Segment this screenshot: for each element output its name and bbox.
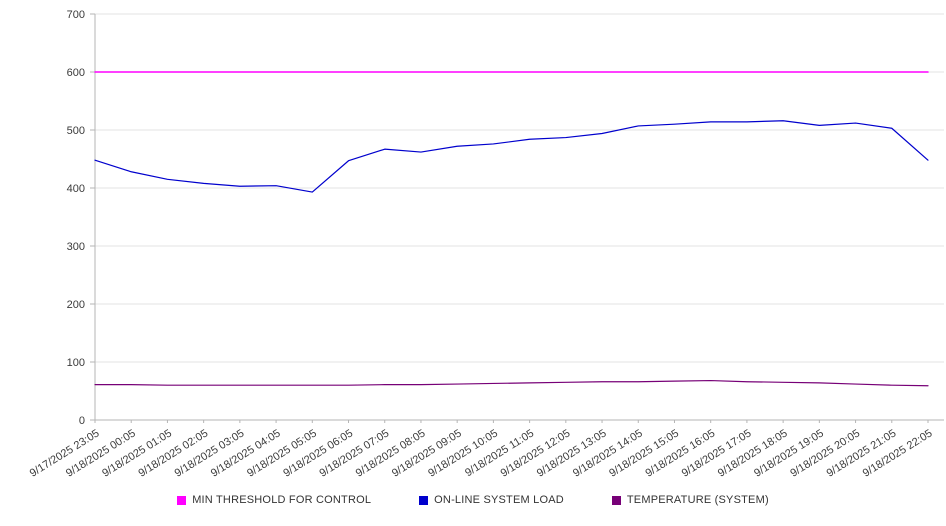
series-line-temperature-system-: [94, 379, 929, 387]
y-axis-label: 700: [67, 9, 85, 21]
y-axis-label: 400: [67, 183, 85, 195]
legend-item-min-threshold-for-control[interactable]: MIN THRESHOLD FOR CONTROL: [177, 494, 371, 506]
y-axis-label: 300: [67, 241, 85, 253]
y-axis-label: 100: [67, 357, 85, 369]
legend-label-min-threshold-for-control: MIN THRESHOLD FOR CONTROL: [192, 494, 372, 506]
legend-swatch-on-line-system-load: [419, 495, 429, 505]
y-axis-label: 500: [67, 125, 85, 137]
legend-label-on-line-system-load: ON-LINE SYSTEM LOAD: [434, 494, 564, 506]
chart-legend: MIN THRESHOLD FOR CONTROL ON-LINE SYSTEM …: [0, 486, 946, 514]
y-axis-label: 600: [67, 67, 85, 79]
legend-item-on-line-system-load[interactable]: ON-LINE SYSTEM LOAD: [419, 494, 564, 506]
legend-item-temperature-system-[interactable]: TEMPERATURE (SYSTEM): [611, 494, 769, 506]
legend-swatch-min-threshold-for-control: [177, 495, 187, 505]
legend-swatch-temperature-system-: [611, 495, 621, 505]
series-line-on-line-system-load: [94, 120, 929, 193]
legend-label-temperature-system-: TEMPERATURE (SYSTEM): [626, 494, 769, 506]
y-axis-label: 0: [79, 415, 85, 427]
y-axis-label: 200: [67, 299, 85, 311]
